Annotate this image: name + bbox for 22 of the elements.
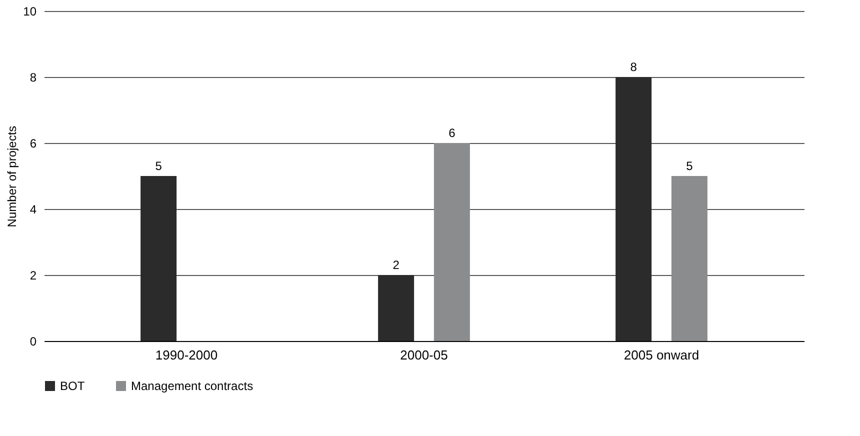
y-tick-label: 8 [30, 70, 37, 84]
y-tick-label: 4 [30, 202, 37, 216]
y-axis-title: Number of projects [5, 126, 20, 228]
y-tick-label: 6 [30, 136, 37, 150]
bar [140, 176, 177, 341]
y-tick-label: 0 [30, 334, 37, 348]
x-tick-label: 2000-05 [400, 348, 448, 362]
y-tick-label: 2 [30, 268, 37, 282]
x-tick-label: 2005 onward [624, 348, 700, 362]
bar [378, 275, 414, 341]
data-label: 2 [392, 258, 400, 272]
data-label: 5 [155, 159, 162, 173]
bar [434, 143, 470, 341]
bar [616, 77, 652, 341]
legend-label: Management contracts [131, 379, 254, 393]
data-label: 5 [686, 159, 694, 173]
bar [671, 176, 708, 341]
data-label: 8 [630, 60, 638, 74]
legend-label: BOT [60, 379, 86, 393]
y-tick-label: 10 [23, 4, 37, 18]
data-label: 6 [448, 126, 456, 140]
x-tick-label: 1990-2000 [155, 348, 218, 362]
